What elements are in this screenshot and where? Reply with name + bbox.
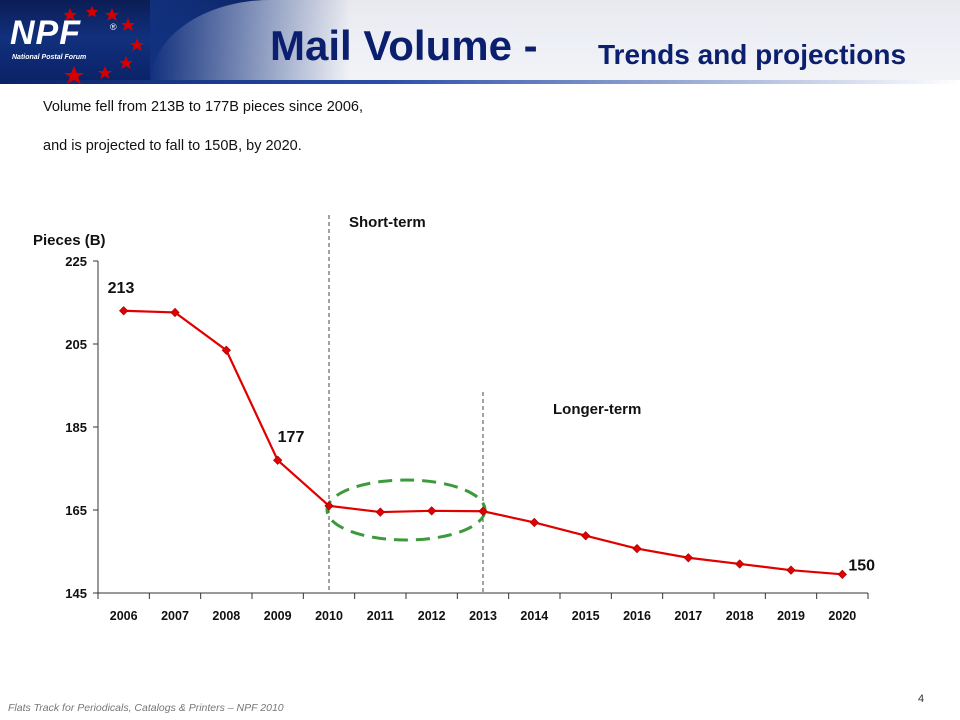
short-term-label: Short-term xyxy=(349,214,426,231)
x-tick-label: 2006 xyxy=(110,609,138,623)
logo-stars-icon xyxy=(63,6,144,84)
data-point-marker xyxy=(324,501,334,511)
data-point-marker xyxy=(427,506,437,516)
y-tick-label: 165 xyxy=(65,503,87,518)
data-label: 177 xyxy=(278,429,305,446)
logo-star xyxy=(64,66,84,84)
x-tick-label: 2016 xyxy=(623,609,651,623)
logo-star xyxy=(105,8,119,21)
data-point-marker xyxy=(273,455,283,465)
x-tick-label: 2011 xyxy=(367,609,394,623)
logo-subtitle: National Postal Forum xyxy=(12,54,87,61)
banner-sheen-fade xyxy=(150,0,350,84)
mail-volume-chart: Pieces (B) 145 165 185 205 225 2006 2007 2008 20… xyxy=(33,214,875,623)
chart-data-labels: 213 177 150 xyxy=(108,280,875,575)
logo-star xyxy=(98,66,112,79)
y-axis-label: Pieces (B) xyxy=(33,232,106,249)
x-tick-label: 2008 xyxy=(212,609,240,623)
data-point-marker xyxy=(683,553,693,563)
page-subtitle: Trends and projections xyxy=(598,39,907,70)
data-point-marker xyxy=(529,517,539,528)
x-tick-label: 2009 xyxy=(264,609,292,623)
x-tick-label: 2019 xyxy=(777,609,805,623)
page-number: 4 xyxy=(918,693,925,705)
data-point-marker xyxy=(119,306,129,316)
data-point-marker xyxy=(632,543,642,554)
intro-line-2: and is projected to fall to 150B, by 202… xyxy=(43,138,302,154)
footer-caption: Flats Track for Periodicals, Catalogs & … xyxy=(8,702,284,714)
data-point-marker xyxy=(786,565,796,575)
data-point-marker xyxy=(478,506,488,516)
x-tick-label: 2013 xyxy=(469,609,497,623)
x-tick-label: 2007 xyxy=(161,609,189,623)
data-point-marker xyxy=(221,345,231,355)
data-point-marker xyxy=(375,507,385,517)
chart-axes: 145 165 185 205 225 2006 2007 2008 2009 2010 2011 2… xyxy=(65,254,869,623)
x-tick-label: 2014 xyxy=(520,609,548,623)
logo-registered-mark: ® xyxy=(110,22,117,32)
x-tick-label: 2010 xyxy=(315,609,343,623)
data-label: 150 xyxy=(848,557,875,574)
header-banner xyxy=(0,0,960,84)
data-point-marker xyxy=(735,559,745,569)
intro-line-1: Volume fell from 213B to 177B pieces sin… xyxy=(43,99,363,115)
y-tick-label: 225 xyxy=(65,254,87,269)
page-title: Mail Volume - xyxy=(270,22,538,69)
banner-divider xyxy=(0,80,960,84)
logo-star xyxy=(119,56,133,69)
y-tick-label: 145 xyxy=(65,586,87,601)
data-point-marker xyxy=(837,569,847,579)
x-tick-label: 2020 xyxy=(828,609,856,623)
logo-star xyxy=(86,6,98,17)
logo-text: NPF xyxy=(10,14,81,52)
logo-star xyxy=(130,38,144,51)
x-tick-label: 2017 xyxy=(674,609,702,623)
logo-star xyxy=(63,8,77,21)
data-label: 213 xyxy=(108,280,135,297)
x-tick-label: 2015 xyxy=(572,609,600,623)
x-tick-label: 2012 xyxy=(418,609,446,623)
data-point-marker xyxy=(581,531,591,541)
y-tick-label: 205 xyxy=(65,337,87,352)
chart-annotations: Short-term Longer-term xyxy=(325,214,641,593)
x-tick-label: 2018 xyxy=(726,609,754,623)
y-tick-label: 185 xyxy=(65,420,87,435)
logo-star xyxy=(121,18,135,31)
longer-term-label: Longer-term xyxy=(553,401,641,418)
data-point-marker xyxy=(170,307,180,318)
npf-logo: NPF ® National Postal Forum xyxy=(4,4,154,84)
chart-series xyxy=(119,306,847,579)
